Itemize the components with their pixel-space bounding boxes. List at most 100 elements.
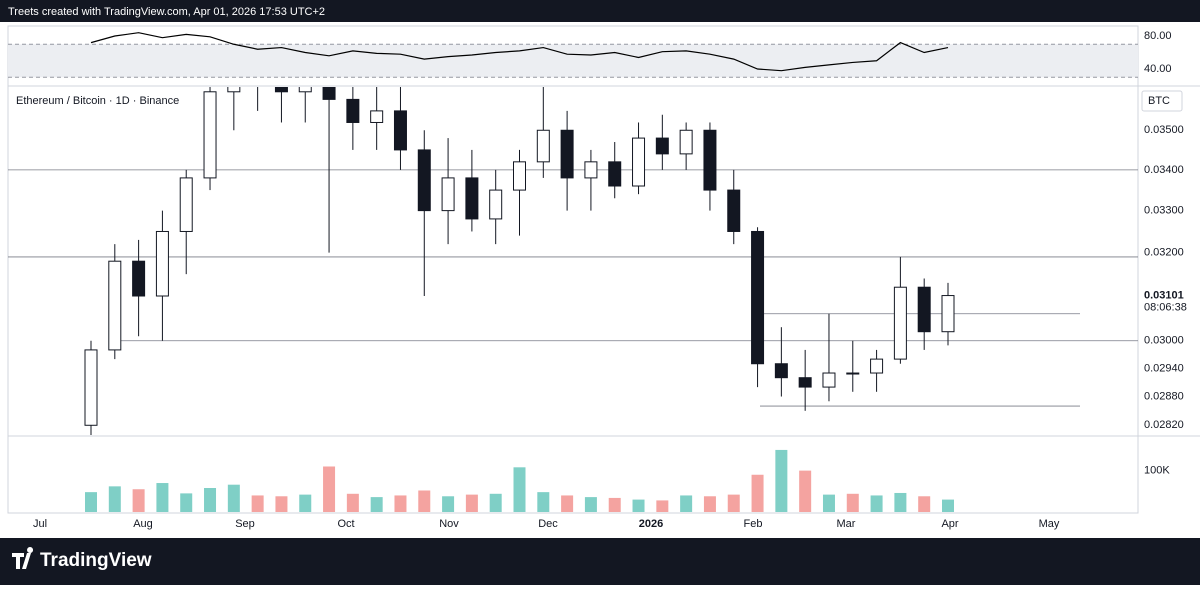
price-tick-label: 0.03200 (1144, 247, 1184, 259)
volume-bar (751, 474, 764, 512)
volume-bar (299, 494, 312, 512)
candle-body (655, 137, 669, 155)
volume-bar (703, 496, 716, 512)
candle-body (632, 137, 646, 187)
candle-body (751, 230, 765, 365)
x-tick-label: Apr (941, 518, 958, 530)
volume-tick-label: 100K (1144, 465, 1170, 477)
candle-body (536, 129, 550, 163)
candle-body (203, 91, 217, 179)
volume-bar (799, 470, 812, 512)
candle-body (846, 372, 860, 375)
x-tick-label: Mar (837, 518, 856, 530)
price-tick-label: 0.02880 (1144, 390, 1184, 402)
rsi-tick-label: 80.00 (1144, 30, 1172, 42)
candle-body (608, 161, 622, 187)
candle-body (798, 377, 812, 388)
candle-body (465, 177, 479, 220)
volume-bar (775, 449, 788, 512)
volume-bar (822, 494, 835, 512)
rsi-tick-label: 40.00 (1144, 63, 1172, 75)
candle-body (584, 161, 598, 179)
volume-bar (394, 495, 407, 512)
volume-bar (870, 495, 883, 512)
volume-bar (584, 497, 597, 512)
candle-body (322, 87, 336, 100)
volume-bar (370, 497, 383, 512)
price-pane (8, 87, 1138, 435)
volume-bar (846, 493, 859, 512)
price-tick-label: 0.03500 (1144, 124, 1184, 136)
candle-body (679, 129, 693, 155)
volume-bar (108, 486, 121, 512)
volume-bar (132, 489, 145, 512)
price-tick-label: 0.02940 (1144, 362, 1184, 374)
volume-bar (180, 493, 193, 512)
volume-bar (727, 494, 740, 512)
brand: TradingView (40, 550, 152, 571)
candle-body (703, 129, 717, 191)
header-bar (0, 0, 1200, 22)
candle-body (560, 129, 574, 179)
volume-bar (489, 493, 502, 512)
candle-body (346, 98, 360, 123)
currency-box (1141, 90, 1183, 112)
volume-bar (561, 495, 574, 512)
candle-body (417, 149, 431, 212)
volume-bar (465, 494, 478, 512)
x-tick-label: Nov (439, 518, 459, 530)
volume-bar (204, 488, 217, 512)
chart-area (0, 22, 1200, 538)
footer-bar (0, 538, 1200, 585)
x-tick-label: Oct (337, 518, 354, 530)
candle-body (513, 161, 526, 191)
volume-bar (418, 490, 431, 512)
candle-body (132, 260, 146, 297)
x-tick-label: 2026 (639, 518, 663, 530)
x-tick-label: Aug (133, 518, 153, 530)
candle-body (941, 295, 955, 333)
x-tick-label: Jul (33, 518, 47, 530)
volume-bar (680, 495, 693, 512)
x-tick-label: May (1039, 518, 1060, 530)
candle-body (179, 177, 193, 232)
volume-bar (442, 496, 455, 512)
candle-body (870, 358, 884, 374)
volume-bar (632, 499, 645, 512)
candle-body (227, 87, 241, 93)
x-tick-label: Feb (744, 518, 763, 530)
x-tick-label: Dec (538, 518, 558, 530)
candle-body (298, 87, 312, 93)
last-price: 0.03101 (1144, 289, 1184, 301)
volume-bar (251, 495, 264, 512)
candle-body (774, 363, 788, 379)
candle-body (893, 286, 907, 360)
price-tick-label: 0.03400 (1144, 164, 1184, 176)
candle-body (370, 110, 384, 123)
volume-bar (513, 467, 526, 512)
volume-bar (918, 496, 931, 512)
volume-bar (608, 497, 621, 512)
volume-bar (275, 496, 288, 512)
candle-body (727, 189, 741, 232)
candle-body (441, 177, 455, 212)
volume-bar (323, 466, 336, 512)
price-tick-label: 0.02820 (1144, 419, 1184, 431)
candle-body (274, 87, 288, 93)
volume-bar (537, 492, 550, 512)
price-title: Ethereum / Bitcoin · 1D · Binance (16, 95, 179, 107)
candle-body (393, 110, 407, 151)
candle-body (917, 286, 931, 333)
price-tick-label: 0.03300 (1144, 205, 1184, 217)
volume-bar (346, 493, 359, 512)
header-text: Treets created with TradingView.com, Apr… (8, 6, 325, 18)
volume-bar (942, 499, 954, 512)
rsi-band (8, 44, 1138, 78)
volume-bar (227, 484, 240, 512)
x-tick-label: Sep (235, 518, 255, 530)
candle-body (489, 189, 503, 220)
volume-bar (85, 492, 97, 512)
price-tick-label: 0.03000 (1144, 335, 1184, 347)
